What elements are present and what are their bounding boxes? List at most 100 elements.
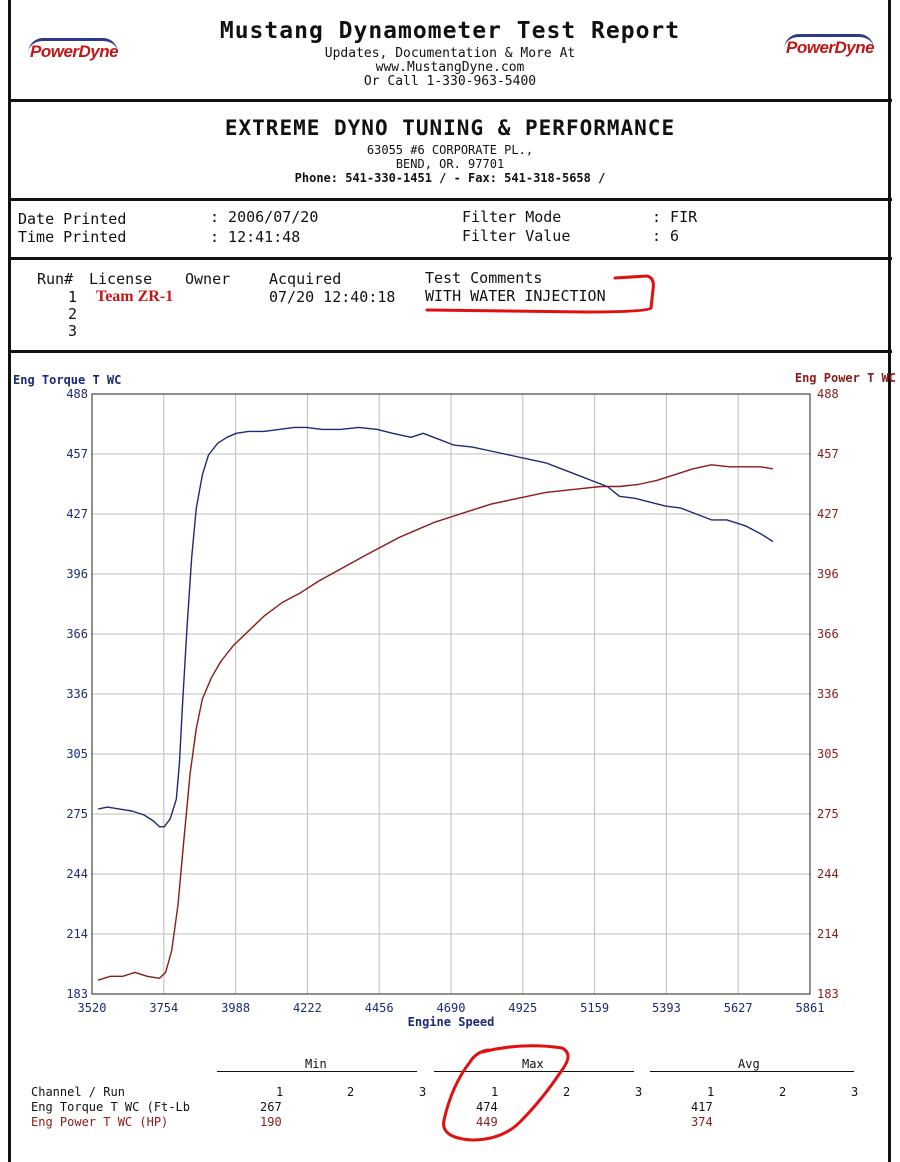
- shop-phone: Phone: 541-330-1451 / - Fax: 541-318-565…: [294, 171, 606, 185]
- x-tick-label: 3988: [221, 1001, 250, 1015]
- avg-underline: [650, 1071, 854, 1072]
- powerdyne-logo-right: PowerDyne: [774, 30, 894, 64]
- divider: [8, 257, 892, 260]
- x-tick-label: 5627: [724, 1001, 753, 1015]
- logo-swoosh-icon: [784, 34, 874, 49]
- col-header-acquired: Acquired: [269, 270, 342, 288]
- x-tick-label: 4456: [365, 1001, 394, 1015]
- run-col: 1: [491, 1085, 499, 1099]
- shop-address-2: BEND, OR. 97701: [395, 157, 505, 171]
- y-right-tick-label: 396: [817, 567, 839, 581]
- power-series-line: [97, 464, 774, 981]
- x-tick-label: 4222: [293, 1001, 322, 1015]
- run-col: 1: [276, 1085, 284, 1099]
- y-left-tick-label: 275: [66, 807, 88, 821]
- y-left-tick-label: 457: [66, 447, 88, 461]
- logo-swoosh-icon: [28, 38, 118, 53]
- plot-frame: [91, 393, 811, 995]
- date-value: : 2006/07/20: [210, 208, 319, 226]
- x-tick-label: 4925: [508, 1001, 537, 1015]
- y-right-tick-label: 366: [817, 627, 839, 641]
- y-axis-right-title: Eng Power T WC: [795, 371, 896, 385]
- y-left-tick-label: 396: [66, 567, 88, 581]
- y-right-tick-label: 275: [817, 807, 839, 821]
- run-col: 1: [707, 1085, 715, 1099]
- x-tick-label: 5159: [580, 1001, 609, 1015]
- y-right-tick-label: 488: [817, 387, 839, 401]
- col-header-test-comments: Test Comments: [425, 269, 543, 287]
- shop-address-1: 63055 #6 CORPORATE PL.,: [366, 143, 534, 157]
- divider: [8, 350, 892, 353]
- run-col: 2: [779, 1085, 787, 1099]
- comment-value: WITH WATER INJECTION: [425, 287, 606, 305]
- torque-max: 474: [476, 1100, 498, 1114]
- chart-grid: [92, 394, 810, 994]
- date-label: Date Printed: [18, 210, 127, 228]
- filter-mode-label: Filter Mode: [462, 208, 562, 226]
- y-axis-left-title: Eng Torque T WC: [13, 373, 121, 387]
- time-value: : 12:41:48: [210, 228, 301, 246]
- header-line-2: www.MustangDyne.com: [375, 60, 525, 75]
- power-row-label: Eng Power T WC (HP): [31, 1115, 169, 1129]
- divider: [8, 198, 892, 201]
- run-col: 2: [347, 1085, 355, 1099]
- power-max: 449: [476, 1115, 498, 1129]
- y-left-tick-label: 488: [66, 387, 88, 401]
- left-border: [8, 0, 11, 1162]
- comment-annotation-mark: [425, 274, 655, 314]
- torque-series-line: [97, 426, 774, 828]
- y-axis-right: 488 457 427 396 366 336 305 275 244 214 183: [817, 387, 839, 1001]
- y-right-tick-label: 214: [817, 927, 839, 941]
- x-tick-label: 5861: [796, 1001, 825, 1015]
- y-right-tick-label: 336: [817, 687, 839, 701]
- col-header-license: License: [89, 270, 153, 288]
- y-right-tick-label: 244: [817, 867, 839, 881]
- group-header-min: Min: [305, 1057, 327, 1071]
- y-right-tick-label: 457: [817, 447, 839, 461]
- x-axis-title: Engine Speed: [408, 1015, 495, 1029]
- right-border: [888, 0, 891, 1162]
- run-number: 2: [68, 305, 78, 323]
- license-value: Team ZR-1: [96, 288, 174, 305]
- run-col: 2: [563, 1085, 571, 1099]
- col-header-run: Run#: [37, 270, 74, 288]
- dyno-chart: 488 457 427 396 366 336 305 275 244 214 183 488 457…: [13, 371, 896, 1029]
- series-lines: [97, 426, 774, 981]
- divider: [8, 99, 892, 102]
- filter-mode-value: : FIR: [652, 208, 698, 226]
- y-axis-left: 488 457 427 396 366 336 305 275 244 214 183: [66, 387, 88, 1001]
- header-line-1: Updates, Documentation & More At: [324, 46, 576, 61]
- y-left-tick-label: 244: [66, 867, 88, 881]
- group-header-avg: Avg: [738, 1057, 760, 1071]
- run-number: 3: [68, 322, 78, 340]
- torque-min: 267: [260, 1100, 282, 1114]
- powerdyne-logo-left: PowerDyne: [18, 34, 138, 68]
- min-underline: [217, 1071, 417, 1072]
- run-col: 3: [419, 1085, 427, 1099]
- power-min: 190: [260, 1115, 282, 1129]
- x-axis: 3520 3754 3988 4222 4456 4690 4925 5159 5393 5627…: [78, 1001, 825, 1015]
- x-tick-label: 3520: [78, 1001, 107, 1015]
- torque-avg: 417: [691, 1100, 713, 1114]
- report-title: Mustang Dynamometer Test Report: [219, 18, 681, 44]
- header-line-3: Or Call 1-330-963-5400: [363, 74, 537, 89]
- filter-value-label: Filter Value: [462, 227, 571, 245]
- x-tick-label: 3754: [149, 1001, 178, 1015]
- max-annotation-mark: [442, 1044, 570, 1142]
- torque-row-label: Eng Torque T WC (Ft-Lb: [31, 1100, 190, 1114]
- run-col: 3: [851, 1085, 859, 1099]
- x-tick-label: 5393: [652, 1001, 681, 1015]
- y-left-tick-label: 183: [66, 987, 88, 1001]
- acquired-value: 07/20 12:40:18: [269, 288, 396, 306]
- col-header-owner: Owner: [185, 270, 231, 288]
- power-avg: 374: [691, 1115, 713, 1129]
- run-col: 3: [635, 1085, 643, 1099]
- filter-value-value: : 6: [652, 227, 680, 245]
- max-underline: [434, 1071, 634, 1072]
- y-left-tick-label: 336: [66, 687, 88, 701]
- y-right-tick-label: 305: [817, 747, 839, 761]
- y-left-tick-label: 305: [66, 747, 88, 761]
- y-left-tick-label: 214: [66, 927, 88, 941]
- x-tick-label: 4690: [437, 1001, 466, 1015]
- shop-name: EXTREME DYNO TUNING & PERFORMANCE: [224, 116, 676, 140]
